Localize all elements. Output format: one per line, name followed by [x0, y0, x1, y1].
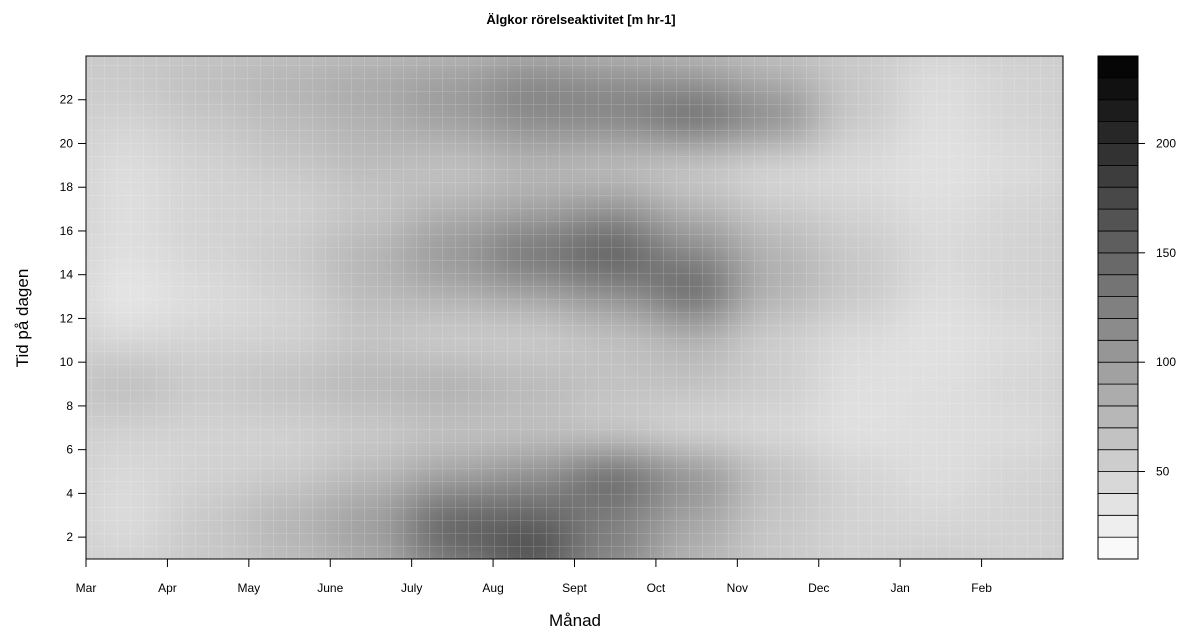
colorbar-swatch: [1097, 449, 1139, 473]
y-tick-label: 14: [60, 268, 74, 282]
x-tick-label: July: [401, 581, 422, 595]
y-tick-label: 20: [60, 136, 74, 150]
colorbar-swatch: [1097, 121, 1139, 144]
x-tick-label: Nov: [727, 581, 748, 595]
plot-area: [86, 56, 1063, 559]
x-tick-label: Oct: [647, 581, 666, 595]
colorbar-swatch: [1097, 143, 1139, 166]
y-tick-label: 4: [66, 486, 73, 500]
x-tick-label: Dec: [808, 581, 829, 595]
x-tick-label: Feb: [971, 581, 992, 595]
colorbar-swatch: [1097, 186, 1139, 210]
colorbar-swatch: [1097, 99, 1139, 122]
colorbar-swatch: [1097, 339, 1139, 363]
colorbar-swatch: [1097, 274, 1139, 298]
chart-title: Älgkor rörelseaktivitet [m hr-1]: [486, 12, 675, 27]
colorbar-tick-label: 200: [1156, 136, 1176, 150]
x-tick-label: Jan: [890, 581, 909, 595]
y-tick-label: 22: [60, 93, 74, 107]
colorbar-swatch: [1097, 252, 1139, 276]
x-axis: Mar Apr May June July Aug Sept Oct Nov Dec Jan Feb: [76, 558, 1063, 595]
colorbar-swatch: [1097, 208, 1139, 232]
x-axis-title: Månad: [549, 611, 601, 630]
y-tick-label: 2: [66, 530, 73, 544]
colorbar-swatch: [1097, 514, 1139, 538]
colorbar-swatch: [1097, 361, 1139, 385]
y-tick-label: 16: [60, 224, 74, 238]
colorbar-swatch: [1097, 383, 1139, 407]
x-tick-label: May: [237, 581, 260, 595]
x-tick-label: Mar: [76, 581, 97, 595]
colorbar-swatch: [1097, 405, 1139, 429]
x-tick-label: Aug: [482, 581, 503, 595]
plot-grid: [86, 56, 1063, 559]
colorbar-swatch: [1097, 296, 1139, 319]
y-tick-label: 10: [60, 355, 74, 369]
colorbar-tick-label: 150: [1156, 246, 1176, 260]
colorbar-swatch: [1097, 55, 1139, 79]
x-tick-label: June: [317, 581, 343, 595]
y-axis-title: Tid på dagen: [13, 269, 32, 368]
colorbar-swatch: [1097, 427, 1139, 451]
colorbar-swatch: [1097, 77, 1139, 101]
colorbar: 50 100 150 200: [1097, 55, 1176, 560]
colorbar-frame: [1097, 55, 1139, 560]
x-tick-label: Apr: [158, 581, 177, 595]
y-tick-label: 18: [60, 180, 74, 194]
y-tick-label: 8: [66, 399, 73, 413]
colorbar-tick-label: 50: [1156, 465, 1170, 479]
colorbar-swatch: [1097, 492, 1139, 516]
colorbar-swatch: [1097, 164, 1139, 188]
y-tick-label: 12: [60, 311, 74, 325]
colorbar-tick-label: 100: [1156, 355, 1176, 369]
colorbar-swatch: [1097, 230, 1139, 254]
colorbar-swatch: [1097, 471, 1139, 494]
colorbar-swatch: [1097, 317, 1139, 341]
y-tick-label: 6: [66, 443, 73, 457]
colorbar-swatch: [1097, 536, 1139, 560]
x-tick-label: Sept: [562, 581, 587, 595]
y-axis: 2 4 6 8 10 12 14 16 18 20 22: [60, 56, 87, 559]
